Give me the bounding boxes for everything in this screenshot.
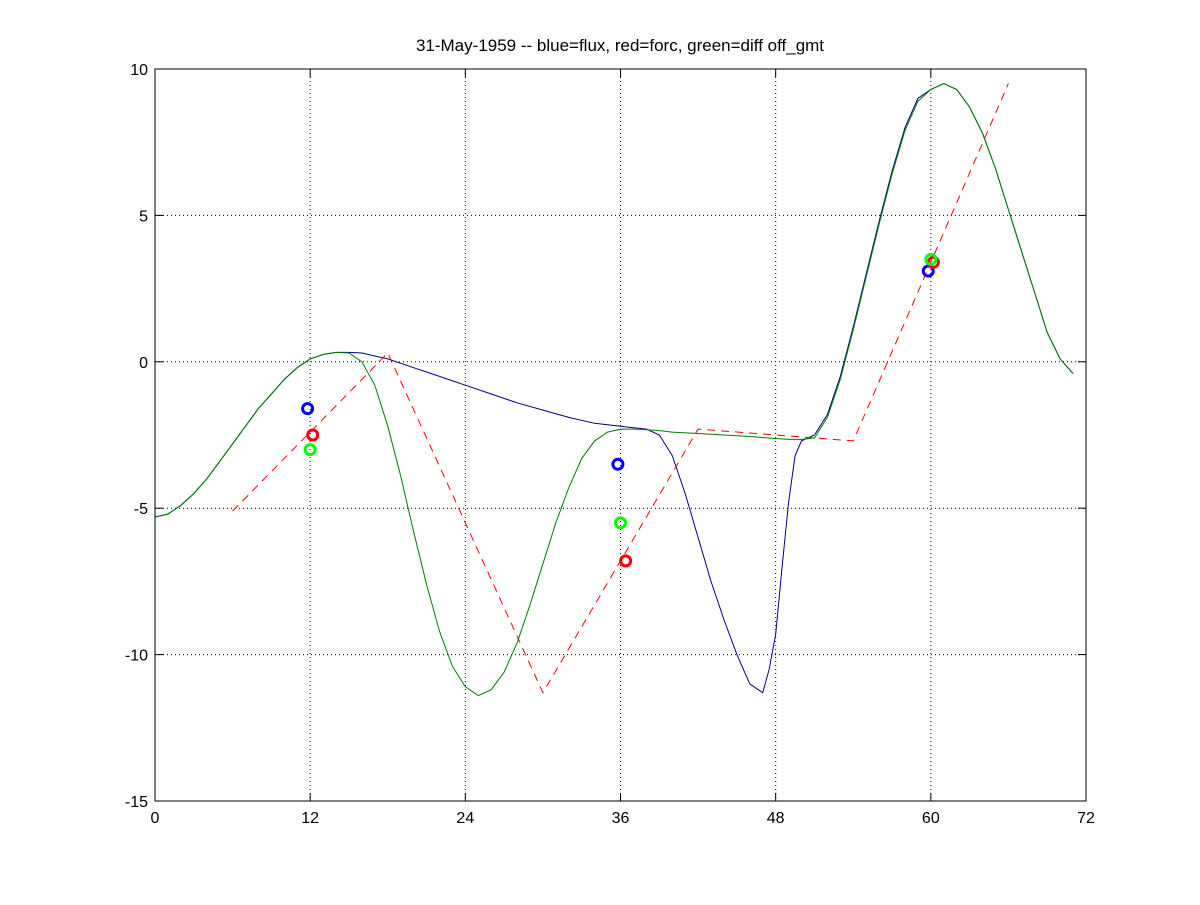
series-line-2 <box>154 83 1074 697</box>
x-tick-label: 36 <box>612 810 630 827</box>
series-marker-0-1 <box>611 457 625 471</box>
series-marker-1-0 <box>306 428 320 442</box>
axes: 0 12 24 36 48 60 72 10 5 0 -5 -10 -15 <box>125 62 1095 827</box>
series-layer <box>154 83 1074 697</box>
y-tick-label: 5 <box>139 208 148 225</box>
y-tick-label: 10 <box>130 62 148 79</box>
y-tick-label: 0 <box>139 355 148 372</box>
series-marker-2-0 <box>303 443 317 457</box>
x-tick-label: 60 <box>922 810 940 827</box>
y-tick-label: -10 <box>125 648 148 665</box>
series-marker-0-0 <box>301 402 315 416</box>
x-tick-label: 12 <box>301 810 319 827</box>
y-tick-label: -5 <box>134 501 148 518</box>
series-marker-2-1 <box>614 516 627 530</box>
x-tick-label: 24 <box>456 810 474 827</box>
x-tick-label: 72 <box>1077 810 1095 827</box>
y-tick-label: -15 <box>125 794 148 811</box>
chart-title: 31-May-1959 -- blue=flux, red=forc, gree… <box>416 36 824 55</box>
series-marker-1-1 <box>619 554 633 568</box>
x-tick-label: 48 <box>767 810 785 827</box>
x-tick-label: 0 <box>151 810 160 827</box>
series-marker-2-2 <box>924 252 938 266</box>
